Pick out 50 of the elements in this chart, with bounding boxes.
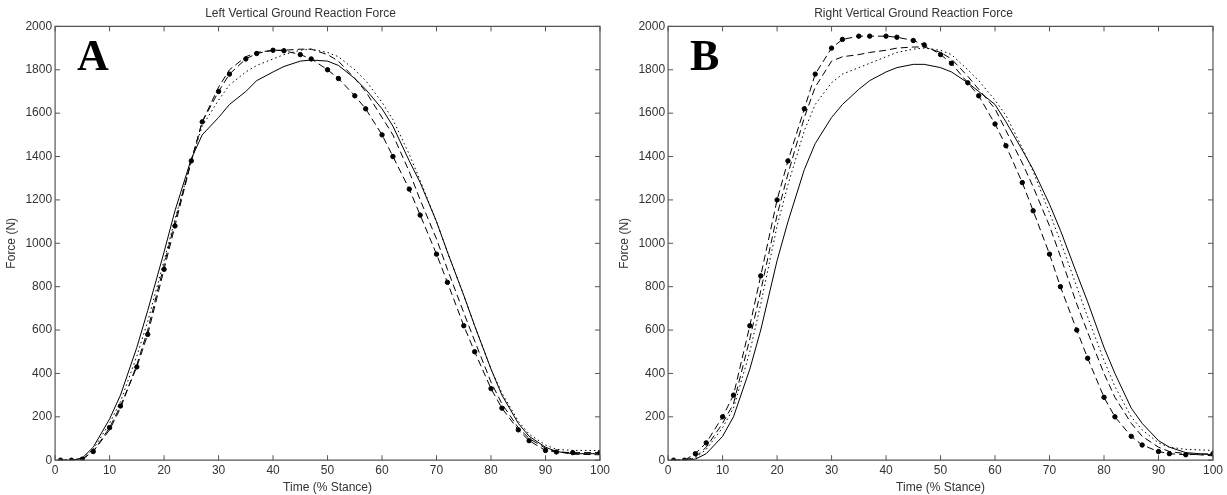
y-axis-title: Force (N)	[616, 217, 631, 269]
x-tick-label: 40	[879, 462, 894, 477]
x-tick-label: 100	[1202, 462, 1224, 477]
x-tick-label: 50	[320, 462, 335, 477]
x-tick-label: 20	[770, 462, 785, 477]
x-axis-title: Time (% Stance)	[283, 480, 372, 495]
y-axis-title: Force (N)	[3, 217, 18, 269]
x-axis-title: Time (% Stance)	[896, 480, 985, 495]
y-tick-label: 0	[45, 452, 53, 467]
x-tick-label: 80	[484, 462, 498, 477]
x-tick-label: 60	[988, 462, 1003, 477]
y-tick-label: 1200	[25, 192, 53, 207]
y-tick-label: 600	[32, 322, 53, 337]
y-tick-label: 1000	[25, 235, 53, 250]
y-tick-label: 600	[645, 322, 666, 337]
y-tick-label: 1000	[638, 235, 666, 250]
y-tick-label: 1400	[638, 148, 666, 163]
y-tick-label: 2000	[25, 18, 53, 33]
x-tick-label: 80	[1097, 462, 1111, 477]
y-tick-label: 400	[32, 365, 53, 380]
y-tick-label: 800	[32, 278, 53, 293]
x-tick-label: 10	[715, 462, 730, 477]
y-tick-label: 1800	[638, 62, 666, 77]
y-tick-label: 2000	[638, 18, 666, 33]
y-tick-label: 1800	[25, 62, 53, 77]
x-tick-label: 60	[375, 462, 390, 477]
x-tick-label: 20	[157, 462, 172, 477]
x-tick-label: 70	[429, 462, 444, 477]
x-tick-label: 10	[102, 462, 117, 477]
y-tick-label: 400	[645, 365, 666, 380]
x-tick-label: 90	[1151, 462, 1166, 477]
y-tick-label: 800	[645, 278, 666, 293]
y-tick-label: 1600	[638, 105, 666, 120]
annotation: A	[77, 30, 110, 80]
y-tick-label: 0	[658, 452, 666, 467]
y-tick-label: 1400	[25, 148, 53, 163]
y-tick-label: 1200	[638, 192, 666, 207]
y-tick-label: 1600	[25, 105, 53, 120]
x-tick-label: 90	[538, 462, 553, 477]
x-tick-label: 70	[1042, 462, 1057, 477]
annotation: B	[690, 30, 720, 80]
x-tick-label: 40	[266, 462, 281, 477]
x-tick-label: 30	[824, 462, 839, 477]
chart-title: Right Vertical Ground Reaction Force	[814, 5, 1014, 20]
y-tick-label: 200	[645, 409, 666, 424]
x-tick-label: 30	[211, 462, 226, 477]
chart-title: Left Vertical Ground Reaction Force	[205, 5, 397, 20]
x-tick-label: 100	[589, 462, 611, 477]
y-tick-label: 200	[32, 409, 53, 424]
x-tick-label: 50	[933, 462, 948, 477]
